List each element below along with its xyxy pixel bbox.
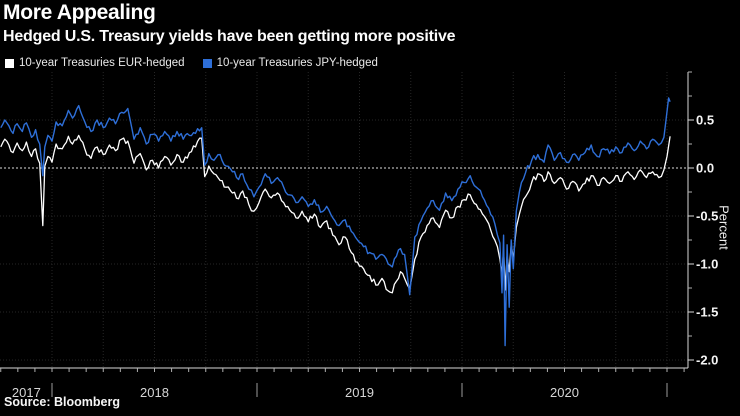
legend-item-eur-hedged: 10-year Treasuries EUR-hedged [5,57,185,69]
legend-item-jpy-hedged: 10-year Treasuries JPY-hedged [202,57,378,69]
y-tick-label: -1.5 [696,305,718,320]
y-tick-label: 0.5 [696,113,714,128]
series-line-jpy-hedged [0,97,671,347]
x-year-label: 2018 [140,385,169,400]
chart-legend: 10-year Treasuries EUR-hedged 10-year Tr… [5,57,378,69]
legend-swatch-jpy-icon [202,58,212,68]
legend-label-eur: 10-year Treasuries EUR-hedged [19,57,185,69]
series-lines [0,97,671,347]
legend-swatch-eur-icon [5,58,14,68]
chart-subtitle: Hedged U.S. Treasury yields have been ge… [3,28,456,45]
y-tick-label: -2.0 [696,353,718,368]
y-axis: 0.5 0.0 -0.5 -1.0 -1.5 -2.0 [687,71,718,368]
vertical-gridlines [51,72,668,368]
x-year-label: 2020 [550,385,579,400]
legend-label-jpy: 10-year Treasuries JPY-hedged [216,57,378,69]
x-year-label: 2019 [345,385,374,400]
series-line-eur-hedged [0,134,671,294]
x-axis: 2017 2018 2019 2020 [0,367,688,400]
y-tick-label: -0.5 [696,209,718,224]
source-credit: Source: Bloomberg [4,395,120,409]
horizontal-gridlines [0,119,688,361]
y-axis-title: Percent [716,205,732,250]
y-tick-label: -1.0 [696,257,718,272]
page-title: More Appealing [3,1,156,24]
x-year-label: 2017 [12,385,41,400]
y-tick-label: 0.0 [696,161,714,176]
